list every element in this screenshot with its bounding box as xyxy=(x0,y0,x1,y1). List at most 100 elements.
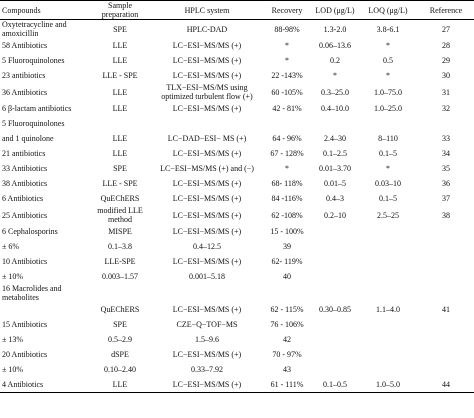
table-cell: 2.5–25 xyxy=(377,210,399,220)
table-cell: * xyxy=(285,41,289,50)
table-cell: 0.4–3 xyxy=(326,194,344,203)
table-cell: 84 -116% xyxy=(271,194,303,203)
table-cell: 41 xyxy=(442,305,450,314)
table-cell xyxy=(418,116,474,131)
table-cell: 3.8-6.1 xyxy=(376,24,400,34)
table-cell: 10 Antibiotics xyxy=(2,257,48,266)
table-cell: 0.1–5 xyxy=(379,194,397,203)
table-cell: 1.3-2.0 xyxy=(323,24,347,34)
table-cell: 40 xyxy=(283,272,291,281)
table-cell: 0.01–5 xyxy=(324,179,346,188)
table-cell: 30 xyxy=(442,71,450,80)
table-cell: LLE xyxy=(112,87,128,97)
table-cell: 22 -143% xyxy=(271,71,303,80)
table-cell: 15 - 100% xyxy=(270,227,304,236)
table-cell: 33 Antibiotics xyxy=(2,164,48,173)
table-cell: 15 Antibiotics xyxy=(2,320,48,329)
table-cell: LC−ESI−MS/MS (+) xyxy=(172,210,242,220)
table-cell: * xyxy=(285,56,289,65)
table-cell xyxy=(358,224,418,239)
table-row: 23 antibiotics LLE - SPE LC−ESI−MS/MS (+) 2… xyxy=(0,68,474,83)
table-cell: 0.03–10 xyxy=(375,179,401,188)
table-cell: 0.1–2.5 xyxy=(323,149,347,158)
table-cell: * xyxy=(386,164,390,173)
header-cell: Reference xyxy=(418,0,474,20)
table-cell xyxy=(358,284,418,302)
table-cell: 0.1–3.8 xyxy=(108,242,132,251)
table-cell: SPE xyxy=(113,164,127,173)
table-cell xyxy=(418,347,474,362)
table-cell: 21 antibiotics xyxy=(2,149,46,158)
table-cell: 31 xyxy=(442,87,450,97)
table-cell: LC−ESI−MS/MS (+) xyxy=(172,149,242,158)
table-cell: 1.0–25.0 xyxy=(374,104,402,113)
header-cell: Sample preparation xyxy=(88,0,152,20)
table-cell: 76 - 106% xyxy=(270,320,304,329)
table-cell: 62 - 115% xyxy=(270,305,304,314)
table-cell: LC−ESI−MS/MS (+) xyxy=(172,257,242,266)
table-cell: ± 13% xyxy=(2,335,24,344)
table-cell: 0.01–3.70 xyxy=(319,164,351,173)
table-cell: LC−ESI−MS/MS (+) xyxy=(172,41,242,50)
table-cell: 68- 118% xyxy=(271,179,303,188)
table-body: Oxytetracycline and amoxicillin SPE HPLC-D… xyxy=(0,20,474,393)
table-cell: * xyxy=(386,71,390,80)
table-cell: 23 antibiotics xyxy=(2,71,46,80)
table-row: and 1 quinolone LLE LC−DAD−ESI− MS (+) 64 -… xyxy=(0,131,474,146)
table-cell: 0.2–10 xyxy=(324,210,346,220)
table-cell: 0.33–7.92 xyxy=(191,365,223,374)
table-cell: 39 xyxy=(283,242,291,251)
table-cell: LC−DAD−ESI− MS (+) xyxy=(167,134,247,143)
table-cell: LLE-SPE xyxy=(104,257,136,266)
table-cell xyxy=(418,269,474,284)
table-cell: 1.0–75.0 xyxy=(374,87,402,97)
table-cell xyxy=(418,254,474,269)
table-row: 15 Antibiotics SPE CZE−Q−TOF−MS 76 - 106% xyxy=(0,317,474,332)
table-row: 20 Antibiotics dSPE LC−ESI−MS/MS (+) 70 - 9… xyxy=(0,347,474,362)
table-cell xyxy=(418,317,474,332)
table-row: 38 Antibiotics LLE - SPE LC−ESI−MS/MS (+) 6… xyxy=(0,176,474,191)
table-cell: 35 xyxy=(442,164,450,173)
table-cell xyxy=(88,116,152,131)
table-cell xyxy=(312,332,358,347)
table-cell: QuEChERS xyxy=(100,194,140,203)
table-cell: 0.30–0.85 xyxy=(319,305,351,314)
table-cell: 61 - 111% xyxy=(262,377,312,393)
table-cell: LC−ESI−MS/MS (+) xyxy=(172,56,242,65)
header-cell: Compounds xyxy=(0,0,88,20)
table-cell: * xyxy=(386,41,390,50)
table-cell xyxy=(418,362,474,377)
table-row: 36 Antibiotics LLE TLX−ESI−MS/MS using opt… xyxy=(0,83,474,101)
table-cell: 60 -105% xyxy=(271,87,303,97)
table-cell: 0.4–12.5 xyxy=(193,242,221,251)
table-cell: MISPE xyxy=(108,227,132,236)
table-cell: 20 Antibiotics xyxy=(2,350,48,359)
table-cell: LC−ESI−MS/MS (+) and (−) xyxy=(160,164,254,173)
table-cell: TLX−ESI−MS/MS using optimized turbulent … xyxy=(161,83,253,101)
table-cell: LC−ESI−MS/MS (+) xyxy=(172,305,242,314)
table-cell xyxy=(358,362,418,377)
table-cell xyxy=(312,224,358,239)
table-row: ± 10% 0.10–2.40 0.33–7.92 43 xyxy=(0,362,474,377)
table-cell xyxy=(152,116,262,131)
table-row: 5 Fluoroquinolones LLE LC−ESI−MS/MS (+) * 0.… xyxy=(0,53,474,68)
table-cell: ± 10% xyxy=(2,272,24,281)
table-cell: 0.003–1.57 xyxy=(102,272,138,281)
table-cell: 0.10–2.40 xyxy=(104,365,136,374)
table-cell: 38 xyxy=(442,210,450,220)
header-cell: LOD (μg/L) xyxy=(312,0,358,20)
table-cell xyxy=(358,317,418,332)
table-cell: LLE xyxy=(112,149,128,158)
table-cell xyxy=(418,284,474,302)
table-cell: LC−ESI−MS/MS (+) xyxy=(152,377,262,393)
table-cell: 29 xyxy=(442,56,450,65)
table-cell: 0.06–13.6 xyxy=(319,41,351,50)
header-cell: HPLC system xyxy=(152,0,262,20)
table-cell: 2.4–30 xyxy=(324,134,346,143)
table-cell: 88-98% xyxy=(274,24,300,34)
table-cell: 0.001–5.18 xyxy=(189,272,225,281)
table-row: 6 Antibiotics QuEChERS LC−ESI−MS/MS (+) 84 … xyxy=(0,191,474,206)
table-cell: LLE xyxy=(112,104,128,113)
table-cell: 28 xyxy=(442,41,450,50)
